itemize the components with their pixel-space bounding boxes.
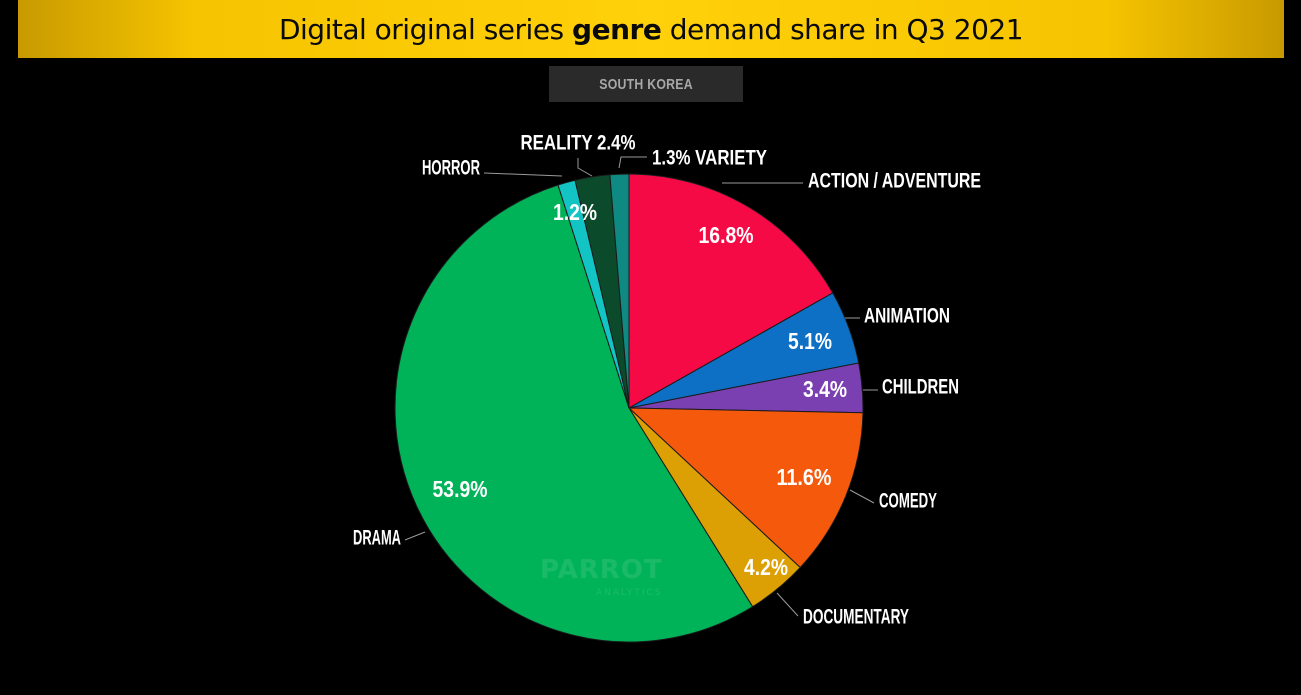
watermark-tagline: ANALYTICS: [596, 588, 663, 598]
title-bold-word: genre: [572, 12, 662, 46]
value-label-drama: 53.9%: [433, 476, 488, 502]
value-label-horror: 1.2%: [553, 199, 597, 225]
pie-slice-action-adventure: [628, 173, 834, 409]
leader-line-variety: [618, 156, 647, 169]
category-label-documentary: DOCUMENTARY: [803, 606, 909, 629]
pie-labels: 16.8% ACTION / ADVENTURE 5.1% ANIMATION 3.4%…: [353, 132, 981, 629]
leader-line-comedy: [849, 489, 875, 504]
category-label-reality: REALITY 2.4%: [521, 132, 636, 155]
value-label-animation: 5.1%: [788, 328, 832, 354]
title-part-2: demand share in Q3 2021: [661, 12, 1024, 46]
leader-line-drama: [404, 531, 426, 541]
leader-line-horror: [483, 172, 563, 177]
category-label-children: CHILDREN: [882, 376, 959, 399]
category-label-horror: HORROR: [422, 157, 480, 180]
category-label-animation: ANIMATION: [864, 305, 950, 328]
title-part-1: Digital original series: [278, 12, 573, 46]
watermark-logo: PARROT: [540, 555, 663, 585]
pie-slice-variety: [609, 173, 630, 409]
title-bar: Digital original series genre demand sha…: [18, 0, 1284, 58]
region-label: SOUTH KOREA: [599, 75, 693, 93]
leader-line-reality: [577, 158, 593, 177]
value-label-children: 3.4%: [803, 376, 847, 402]
category-label-drama: DRAMA: [353, 527, 401, 550]
category-label-variety: 1.3% VARIETY: [652, 147, 767, 170]
pie-slices: [394, 173, 864, 643]
value-label-comedy: 11.6%: [777, 464, 832, 490]
pie-slice-comedy: [627, 407, 864, 569]
chart-title: Digital original series genre demand sha…: [278, 12, 1024, 46]
value-label-documentary: 4.2%: [744, 554, 788, 580]
pie-slice-drama: [394, 184, 754, 643]
category-label-comedy: COMEDY: [879, 490, 937, 513]
leader-line-documentary: [776, 592, 799, 617]
leader-lines: [404, 156, 878, 617]
category-label-action-adventure: ACTION / ADVENTURE: [808, 170, 981, 193]
value-label-action-adventure: 16.8%: [699, 222, 754, 248]
region-badge: SOUTH KOREA: [549, 66, 743, 102]
